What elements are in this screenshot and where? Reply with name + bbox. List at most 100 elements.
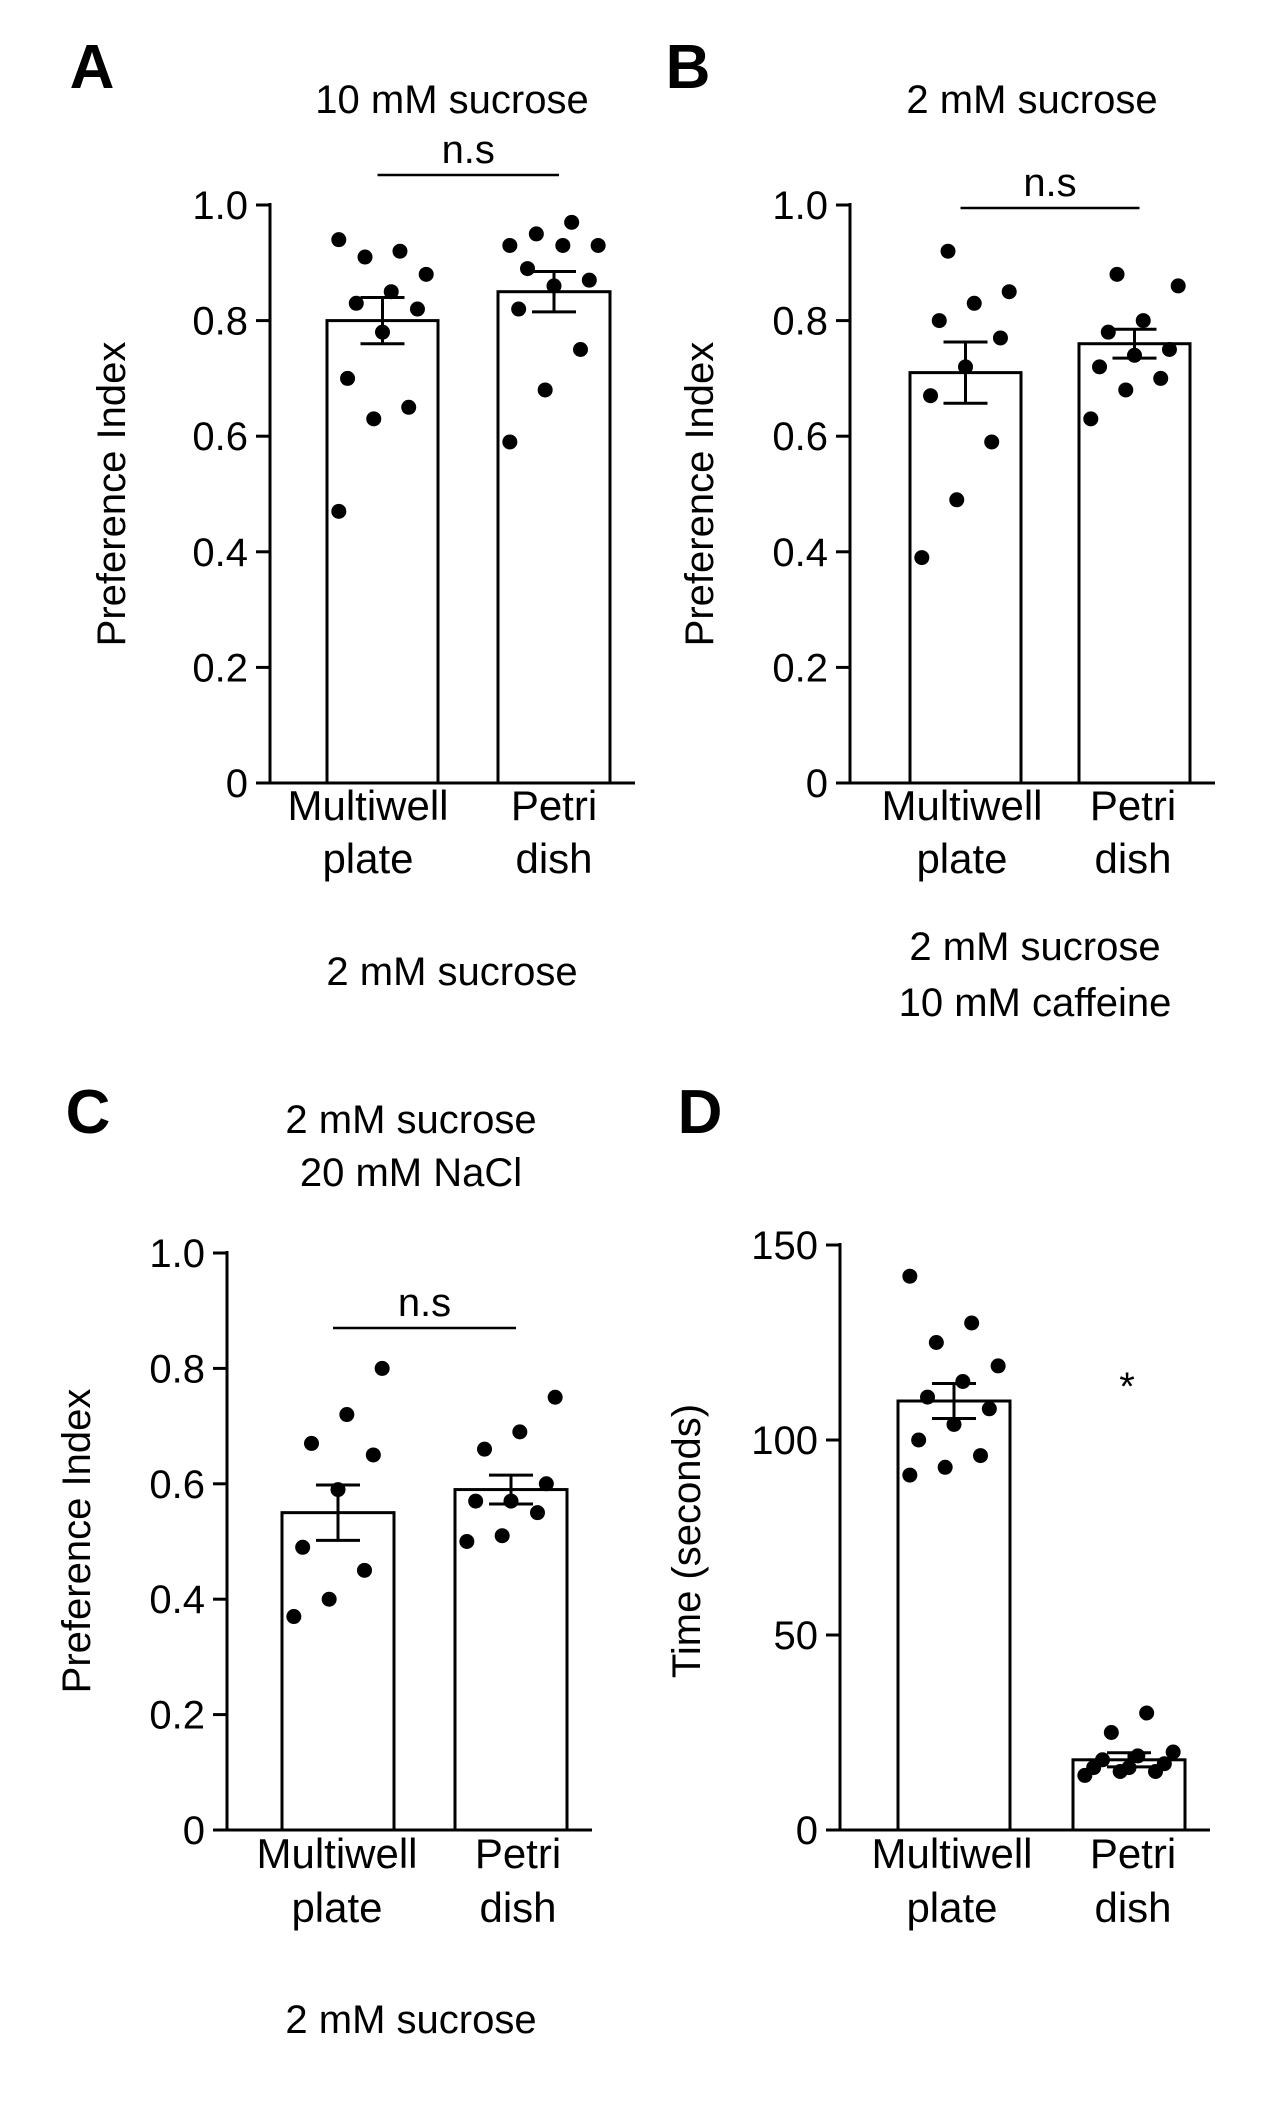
data-point [990,1358,1006,1374]
data-point [931,313,947,329]
y-tick-label: 0.2 [149,1694,205,1738]
x-category-label: Multiwell [871,1830,1032,1877]
x-category-label: dish [1094,835,1171,882]
data-point [972,1448,988,1464]
data-point [339,1407,355,1423]
data-point [538,1476,554,1492]
data-point [946,1416,962,1432]
significance-label: * [1119,1365,1135,1409]
data-point [928,1335,944,1350]
data-point [955,1374,971,1389]
panel-title: 2 mM sucrose [906,78,1157,122]
data-point [286,1609,302,1625]
x-category-label: dish [515,835,592,882]
data-point [1135,313,1151,329]
bar [325,319,440,785]
data-point [330,1482,346,1498]
data-point [1083,411,1099,427]
data-point [321,1591,337,1607]
x-category-label: Petri [511,782,597,829]
data-point [401,399,417,415]
x-category-label: dish [479,1884,556,1931]
y-tick-label: 0 [226,762,248,806]
bar [908,371,1023,785]
data-point [1121,1760,1137,1776]
y-tick-label: 0.6 [149,1463,205,1507]
data-point [331,232,347,248]
data-point [914,550,930,566]
data-point [512,1424,528,1440]
data-point [502,237,518,253]
x-category-label: Multiwell [881,782,1042,829]
y-axis-label: Time (seconds) [665,1404,709,1678]
data-point [1130,1748,1146,1764]
data-point [409,301,425,317]
panel-condition: 2 mM sucrose [326,950,577,994]
data-point [981,1401,997,1417]
bar [280,1511,396,1832]
data-point [529,1505,545,1521]
data-point [902,1268,918,1284]
data-point [937,1459,953,1475]
x-category-label: Multiwell [256,1830,417,1877]
data-point [546,278,562,294]
y-tick-label: 0.8 [772,300,828,344]
x-category-label: Petri [475,1830,561,1877]
data-point [1161,342,1177,357]
data-point [984,434,1000,450]
data-point [547,1389,563,1405]
panel-A: A 10 mM sucrose 0 0.2 0.4 0.6 0.8 1.0 Preference… [70,33,635,994]
data-point [520,261,536,277]
data-point [418,266,434,282]
y-tick-label: 0.8 [149,1347,205,1391]
data-point [923,388,939,404]
x-category-label: Multiwell [287,782,448,829]
x-category-label: Petri [1090,1830,1176,1877]
data-point [468,1493,484,1509]
y-axis-label: Preference Index [55,1389,99,1694]
panel-label: C [66,1078,111,1147]
data-point [964,1315,980,1331]
data-point [375,324,390,340]
y-tick-label: 1.0 [149,1232,205,1276]
y-tick-label: 0 [806,762,828,806]
data-point [366,411,382,427]
data-point [383,284,399,300]
data-point [1165,1744,1181,1760]
y-axis-label: Preference Index [90,342,134,647]
panel-title: 10 mM sucrose [315,78,588,122]
y-tick-label: 150 [751,1224,818,1268]
panel-label: D [678,1078,723,1147]
y-tick-label: 0.4 [192,531,248,575]
bar [896,1399,1012,1832]
data-point [295,1539,311,1555]
x-category-label: plate [322,835,413,882]
data-point [1092,359,1108,375]
data-point [459,1534,475,1549]
data-point [1139,1705,1155,1721]
panel-label: A [70,33,115,102]
panel-condition: 2 mM sucrose [909,925,1160,969]
data-point [940,243,956,259]
data-point [356,1562,372,1578]
data-point [911,1432,927,1448]
data-point [340,370,356,386]
data-point [572,342,588,357]
y-tick-label: 1.0 [192,184,248,228]
y-tick-label: 0.2 [772,646,828,690]
data-point [1127,347,1142,363]
data-point [590,237,606,253]
y-tick-label: 0.6 [192,415,248,459]
y-axis-label: Preference Index [678,342,722,647]
data-point [1100,324,1116,340]
data-point [304,1435,320,1451]
data-point [581,272,597,288]
panel-condition: 2 mM sucrose [285,1998,536,2042]
data-point [1001,284,1017,300]
y-tick-label: 1.0 [772,184,828,228]
panel-D: D 0 50 100 150 Time (seconds) Multiwell plate Pe… [665,1078,1210,1931]
data-point [374,1360,390,1376]
data-point [348,295,364,311]
x-category-label: plate [906,1884,997,1931]
